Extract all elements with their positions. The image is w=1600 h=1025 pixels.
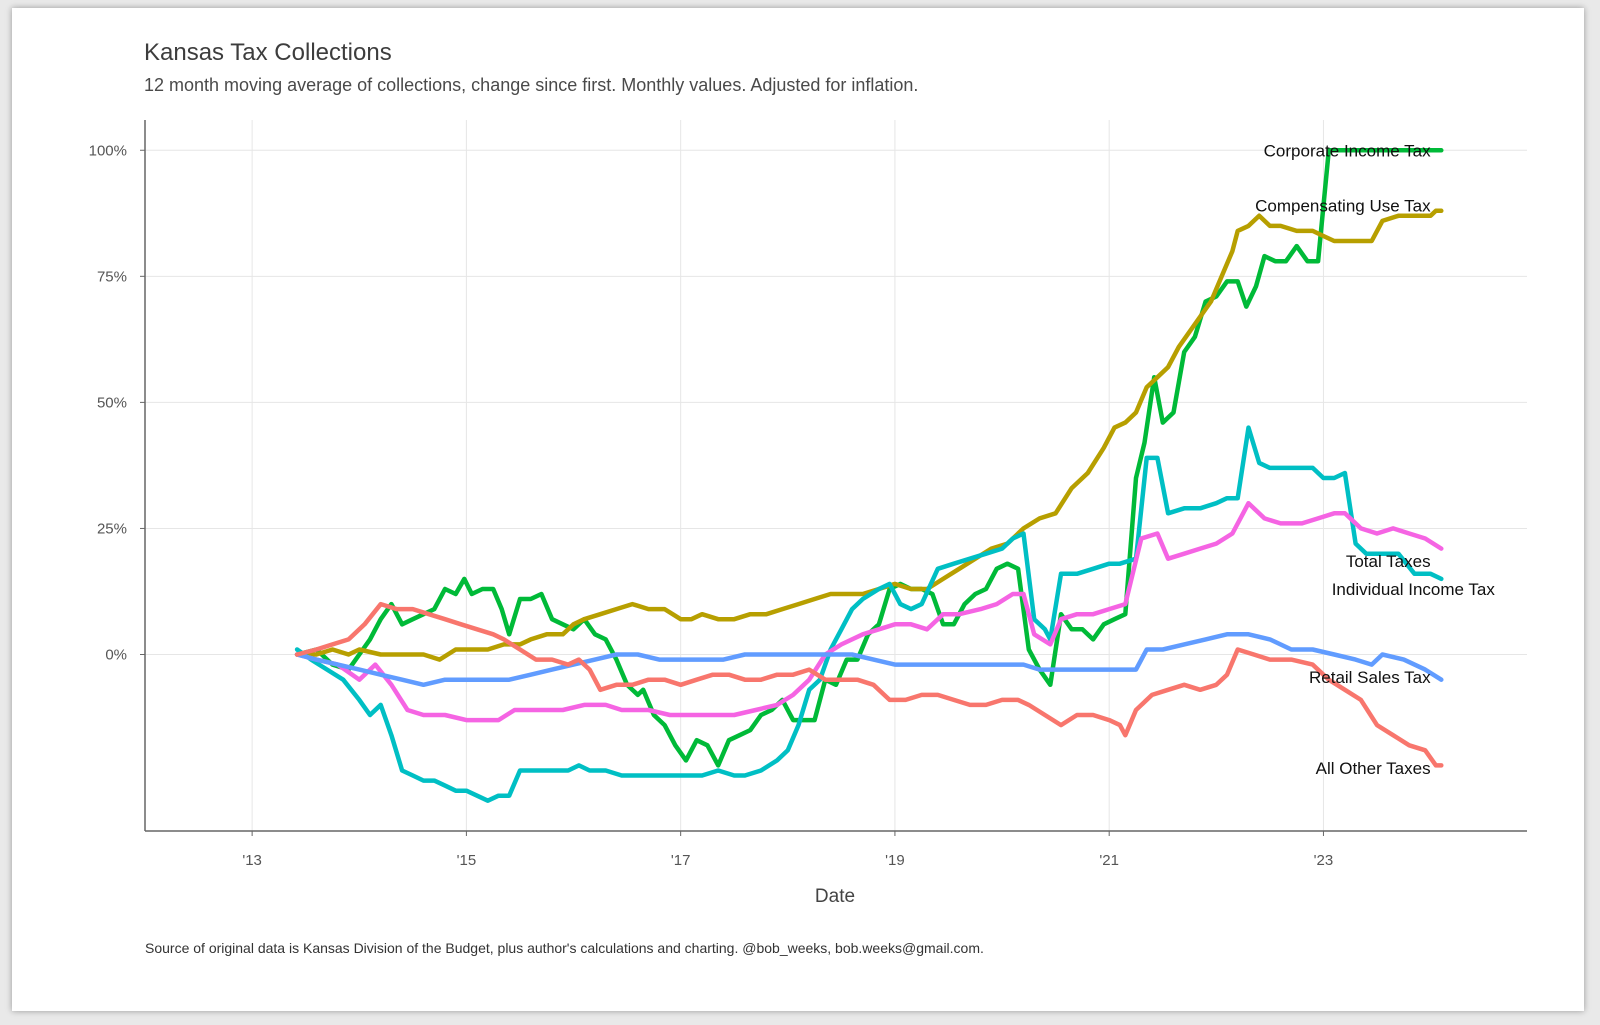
- series-label-total-taxes: Total Taxes: [1346, 552, 1431, 571]
- series-line-total-taxes: [294, 500, 1444, 723]
- y-tick-label: 50%: [97, 394, 127, 411]
- series-line-retail-sales-tax: [294, 632, 1444, 688]
- tax-collections-chart: Kansas Tax Collections 12 month moving a…: [89, 39, 1527, 956]
- x-tick-label: '13: [242, 852, 262, 869]
- x-tick-label: '17: [671, 852, 691, 869]
- x-tick-label: '15: [457, 852, 477, 869]
- chart-card: Kansas Tax Collections 12 month moving a…: [12, 8, 1584, 1011]
- y-tick-label: 75%: [97, 268, 127, 285]
- x-tick-label: '21: [1099, 852, 1119, 869]
- x-tick-label: '23: [1314, 852, 1334, 869]
- y-tick-label: 25%: [97, 520, 127, 537]
- series-line-compensating-use-tax: [294, 208, 1444, 662]
- series-lines: [294, 148, 1444, 803]
- y-tick-label: 100%: [89, 142, 127, 159]
- series-labels: Corporate Income Tax Compensating Use Tax…: [1255, 141, 1495, 778]
- series-line-all-other-taxes: [294, 601, 1444, 768]
- chart-title: Kansas Tax Collections: [144, 39, 392, 66]
- series-label-corporate-income-tax: Corporate Income Tax: [1264, 141, 1431, 160]
- x-tick-label: '19: [885, 852, 905, 869]
- axes: 0% 25% 50% 75% 100% '13 '15 '17 '19 '21 '23: [89, 120, 1527, 869]
- chart-caption: Source of original data is Kansas Divisi…: [145, 940, 984, 956]
- series-label-all-other-taxes: All Other Taxes: [1316, 759, 1431, 778]
- y-tick-label: 0%: [105, 647, 127, 664]
- series-label-individual-income-tax: Individual Income Tax: [1332, 580, 1496, 599]
- series-line-individual-income-tax: [294, 425, 1444, 803]
- series-label-compensating-use-tax: Compensating Use Tax: [1255, 197, 1431, 216]
- x-axis-title: Date: [815, 886, 855, 907]
- series-line-corporate-income-tax: [294, 148, 1444, 768]
- series-label-retail-sales-tax: Retail Sales Tax: [1309, 668, 1431, 687]
- chart-subtitle: 12 month moving average of collections, …: [144, 75, 918, 95]
